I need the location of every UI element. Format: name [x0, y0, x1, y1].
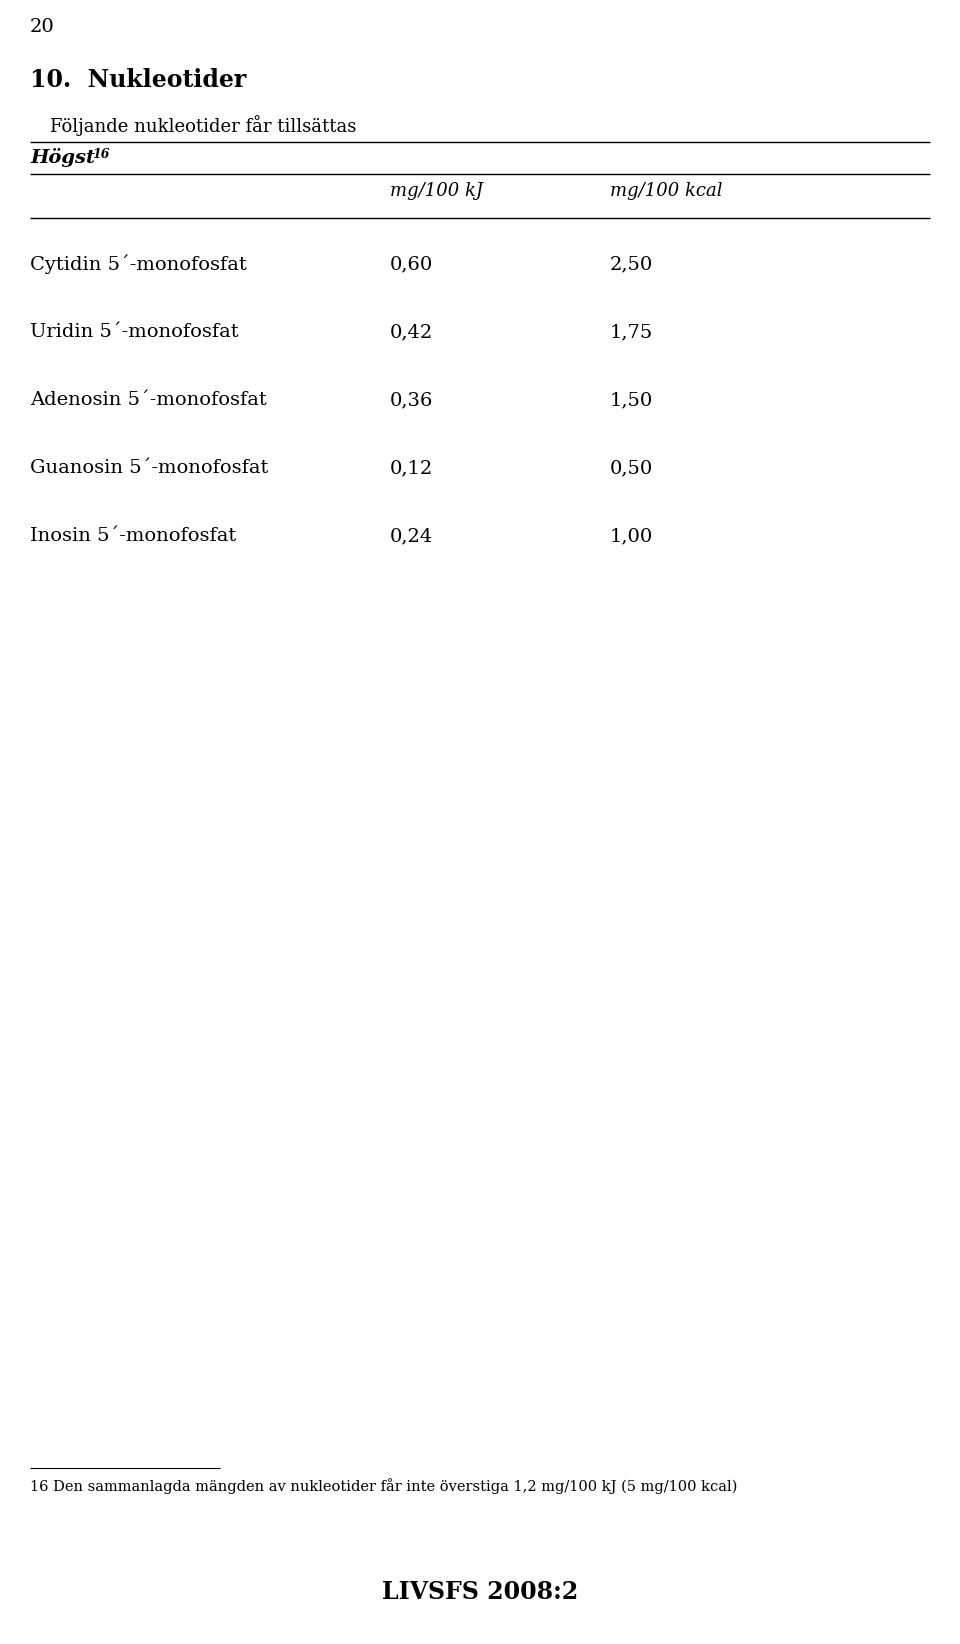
Text: 1,00: 1,00	[610, 528, 653, 546]
Text: Inosin 5´-monofosfat: Inosin 5´-monofosfat	[30, 528, 236, 546]
Text: 10.  Nukleotider: 10. Nukleotider	[30, 67, 247, 92]
Text: 0,42: 0,42	[390, 322, 433, 340]
Text: Guanosin 5´-monofosfat: Guanosin 5´-monofosfat	[30, 459, 269, 477]
Text: 1,75: 1,75	[610, 322, 653, 340]
Text: 2,50: 2,50	[610, 255, 653, 273]
Text: 0,50: 0,50	[610, 459, 653, 477]
Text: 0,24: 0,24	[390, 528, 433, 546]
Text: 0,12: 0,12	[390, 459, 433, 477]
Text: 0,60: 0,60	[390, 255, 433, 273]
Text: Adenosin 5´-monofosfat: Adenosin 5´-monofosfat	[30, 391, 267, 409]
Text: 16: 16	[92, 148, 109, 161]
Text: mg/100 kcal: mg/100 kcal	[610, 182, 723, 201]
Text: 1,50: 1,50	[610, 391, 653, 409]
Text: Högst: Högst	[30, 148, 95, 168]
Text: LIVSFS 2008:2: LIVSFS 2008:2	[382, 1580, 578, 1605]
Text: Följande nukleotider får tillsättas: Följande nukleotider får tillsättas	[50, 115, 356, 136]
Text: Cytidin 5´-monofosfat: Cytidin 5´-monofosfat	[30, 255, 247, 275]
Text: mg/100 kJ: mg/100 kJ	[390, 182, 483, 201]
Text: Uridin 5´-monofosfat: Uridin 5´-monofosfat	[30, 322, 239, 340]
Text: 0,36: 0,36	[390, 391, 433, 409]
Text: 16 Den sammanlagda mängden av nukleotider får inte överstiga 1,2 mg/100 kJ (5 mg: 16 Den sammanlagda mängden av nukleotide…	[30, 1478, 737, 1494]
Text: 20: 20	[30, 18, 55, 36]
